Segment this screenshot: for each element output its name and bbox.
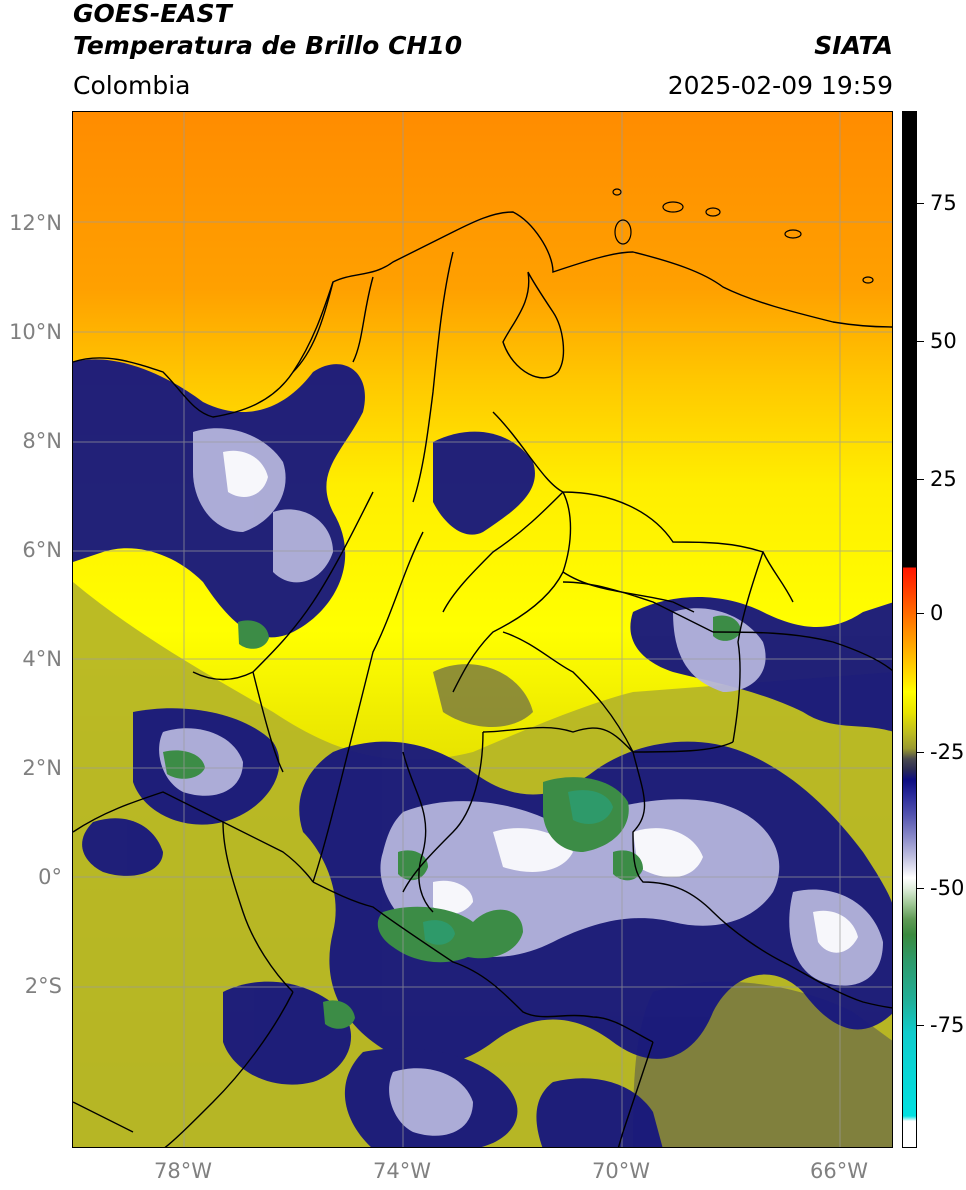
borders — [73, 211, 892, 1147]
colorbar-label-0: 0 — [930, 601, 944, 625]
temperature-colorbar — [902, 111, 917, 1148]
colorbar-tick-25 — [917, 479, 924, 480]
lat-label-2N: 2°N — [22, 756, 62, 780]
colorbar-label-minus75: -75 — [930, 1013, 965, 1037]
colorbar-tick-50 — [917, 341, 924, 342]
region-label: Colombia — [73, 71, 191, 100]
colorbar-tick-minus50 — [917, 888, 924, 889]
colorbar-label-minus50: -50 — [930, 876, 965, 900]
gridlines — [73, 112, 892, 1147]
product-title: Temperatura de Brillo CH10 — [73, 31, 463, 60]
satellite-map[interactable] — [72, 111, 893, 1148]
colorbar-label-75: 75 — [930, 191, 957, 215]
datetime-label: 2025-02-09 19:59 — [667, 71, 893, 100]
organization-label: SIATA — [814, 31, 893, 60]
map-image — [73, 112, 892, 1147]
colorbar-label-50: 50 — [930, 329, 957, 353]
lat-label-6N: 6°N — [22, 538, 62, 562]
cloud-teal-cores — [423, 790, 613, 945]
colorbar-tick-minus25 — [917, 752, 924, 753]
lat-label-2S: 2°S — [24, 974, 62, 998]
colorbar-tick-minus75 — [917, 1025, 924, 1026]
lon-label-74W: 74°W — [373, 1159, 431, 1183]
lon-label-78W: 78°W — [154, 1159, 212, 1183]
colorbar-tick-0 — [917, 613, 924, 614]
lat-label-12N: 12°N — [9, 211, 62, 235]
satellite-title: GOES-EAST — [73, 0, 232, 28]
lon-label-70W: 70°W — [592, 1159, 650, 1183]
lat-label-10N: 10°N — [9, 320, 62, 344]
lat-label-0: 0° — [38, 865, 62, 889]
cloud-white — [223, 450, 858, 953]
islands — [612, 188, 874, 284]
colorbar-label-minus25: -25 — [930, 740, 965, 764]
lat-label-8N: 8°N — [22, 429, 62, 453]
colorbar-label-25: 25 — [930, 467, 957, 491]
lat-label-4N: 4°N — [22, 647, 62, 671]
colorbar-tick-75 — [917, 203, 924, 204]
lon-label-66W: 66°W — [810, 1159, 868, 1183]
